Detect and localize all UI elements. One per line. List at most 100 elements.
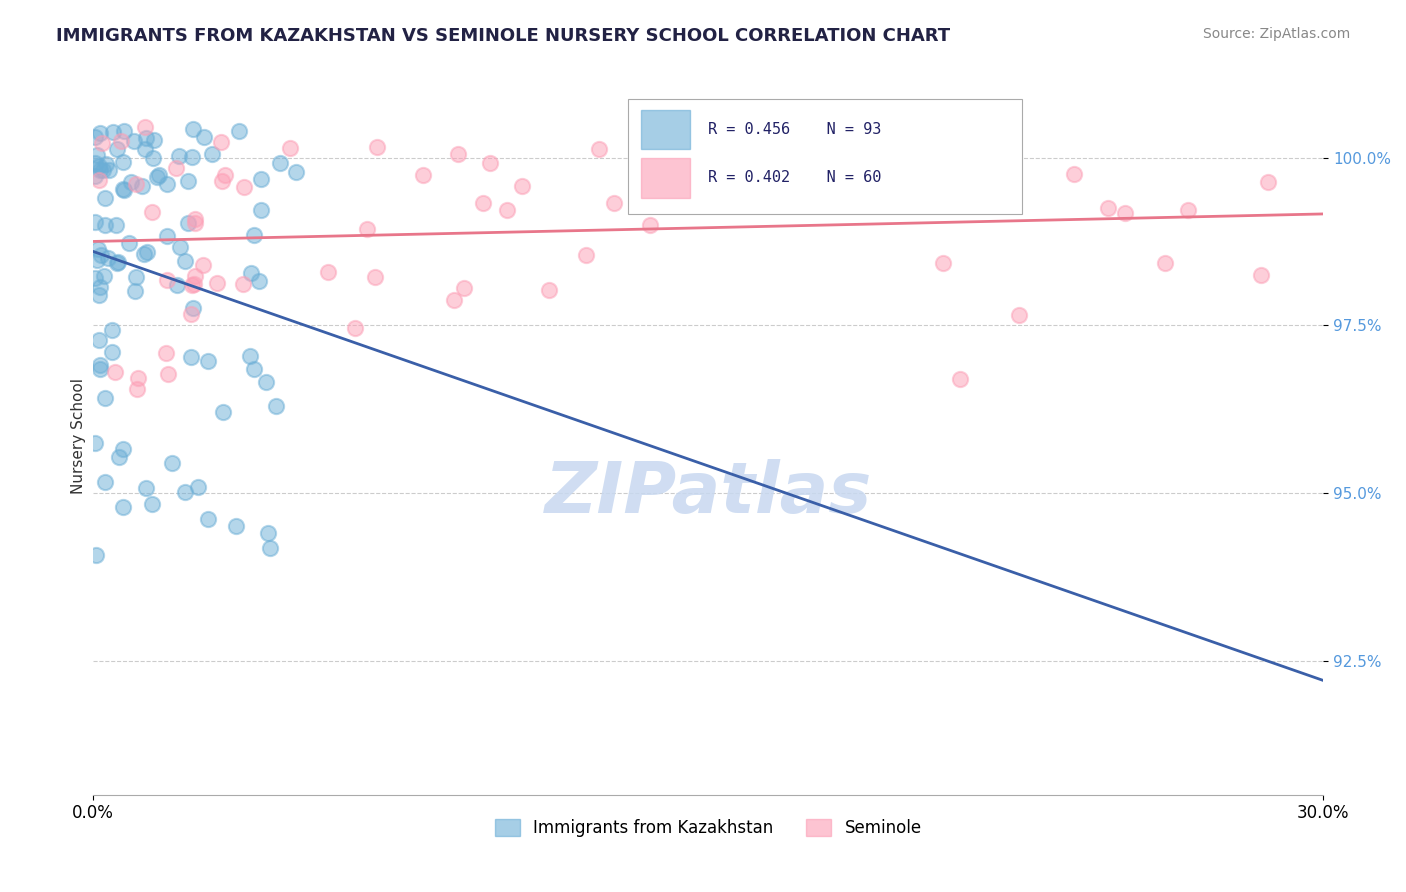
Immigrants from Kazakhstan [167,149,190,163]
Immigrants from Kazakhstan [180,351,202,365]
Seminole [510,178,533,193]
Seminole [852,192,875,206]
Seminole [209,135,232,149]
Seminole [141,205,163,219]
Seminole [278,141,301,155]
Immigrants from Kazakhstan [264,399,287,413]
Seminole [602,196,624,211]
Immigrants from Kazakhstan [101,323,124,337]
Immigrants from Kazakhstan [93,475,115,490]
Seminole [316,265,339,279]
Immigrants from Kazakhstan [104,218,127,232]
Immigrants from Kazakhstan [87,159,110,173]
Immigrants from Kazakhstan [86,252,108,267]
Seminole [91,136,114,151]
Seminole [127,382,149,396]
Immigrants from Kazakhstan [132,246,155,260]
Immigrants from Kazakhstan [181,122,204,136]
Seminole [1153,256,1175,270]
Immigrants from Kazakhstan [142,151,165,165]
Immigrants from Kazakhstan [84,155,107,169]
Seminole [1007,308,1029,322]
Seminole [232,277,254,292]
Seminole [155,346,177,360]
Seminole [184,268,207,283]
Immigrants from Kazakhstan [112,182,135,196]
Immigrants from Kazakhstan [239,349,262,363]
Seminole [479,156,502,170]
Immigrants from Kazakhstan [86,148,108,162]
Immigrants from Kazakhstan [176,217,198,231]
Bar [641,159,690,198]
Seminole [711,166,734,180]
Immigrants from Kazakhstan [101,124,124,138]
Seminole [110,134,132,148]
Immigrants from Kazakhstan [112,183,135,197]
Seminole [191,258,214,272]
Seminole [496,202,519,217]
Immigrants from Kazakhstan [84,215,107,229]
Text: R = 0.402    N = 60: R = 0.402 N = 60 [709,170,882,186]
Immigrants from Kazakhstan [136,244,159,259]
Seminole [1257,175,1279,189]
Seminole [183,277,205,292]
Seminole [127,371,149,385]
Immigrants from Kazakhstan [259,541,281,555]
Immigrants from Kazakhstan [89,163,111,178]
Seminole [344,321,367,335]
Seminole [412,168,434,182]
Immigrants from Kazakhstan [187,480,209,494]
Seminole [1063,167,1085,181]
Immigrants from Kazakhstan [87,288,110,302]
Immigrants from Kazakhstan [193,130,215,145]
Immigrants from Kazakhstan [118,236,141,251]
Immigrants from Kazakhstan [285,165,308,179]
Immigrants from Kazakhstan [247,274,270,288]
Seminole [538,283,561,297]
Seminole [1114,205,1136,219]
Seminole [447,147,470,161]
Immigrants from Kazakhstan [131,179,153,194]
Immigrants from Kazakhstan [124,284,146,298]
Seminole [638,218,661,232]
Immigrants from Kazakhstan [112,124,135,138]
Seminole [366,140,388,154]
Immigrants from Kazakhstan [84,169,107,183]
Immigrants from Kazakhstan [97,251,120,265]
Immigrants from Kazakhstan [225,519,247,533]
Seminole [211,174,233,188]
Immigrants from Kazakhstan [84,130,107,145]
Immigrants from Kazakhstan [135,130,157,145]
Immigrants from Kazakhstan [134,142,156,156]
Immigrants from Kazakhstan [160,456,183,470]
Immigrants from Kazakhstan [89,280,111,294]
Seminole [156,367,179,381]
Seminole [883,144,905,158]
Immigrants from Kazakhstan [84,548,107,562]
Seminole [364,269,387,284]
Immigrants from Kazakhstan [125,270,148,285]
Immigrants from Kazakhstan [100,344,122,359]
Legend: Immigrants from Kazakhstan, Seminole: Immigrants from Kazakhstan, Seminole [488,813,928,844]
Immigrants from Kazakhstan [108,450,131,465]
Text: ZIPatlas: ZIPatlas [544,459,872,528]
Immigrants from Kazakhstan [94,191,117,205]
Immigrants from Kazakhstan [242,227,264,242]
Seminole [89,173,111,187]
Immigrants from Kazakhstan [166,278,188,293]
Text: R = 0.456    N = 93: R = 0.456 N = 93 [709,121,882,136]
Immigrants from Kazakhstan [181,150,204,164]
Immigrants from Kazakhstan [148,168,170,182]
Immigrants from Kazakhstan [240,266,263,280]
Immigrants from Kazakhstan [105,256,128,270]
Immigrants from Kazakhstan [174,484,197,499]
Immigrants from Kazakhstan [156,177,179,191]
Seminole [949,371,972,385]
Immigrants from Kazakhstan [141,497,163,511]
Seminole [214,168,236,182]
Seminole [588,142,610,156]
Immigrants from Kazakhstan [89,359,111,373]
Immigrants from Kazakhstan [111,500,134,515]
Seminole [443,293,465,308]
Immigrants from Kazakhstan [228,123,250,137]
